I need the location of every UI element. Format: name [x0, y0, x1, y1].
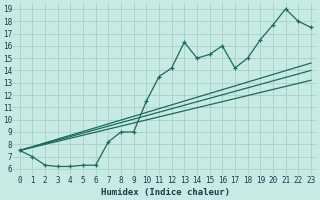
X-axis label: Humidex (Indice chaleur): Humidex (Indice chaleur) [101, 188, 230, 197]
